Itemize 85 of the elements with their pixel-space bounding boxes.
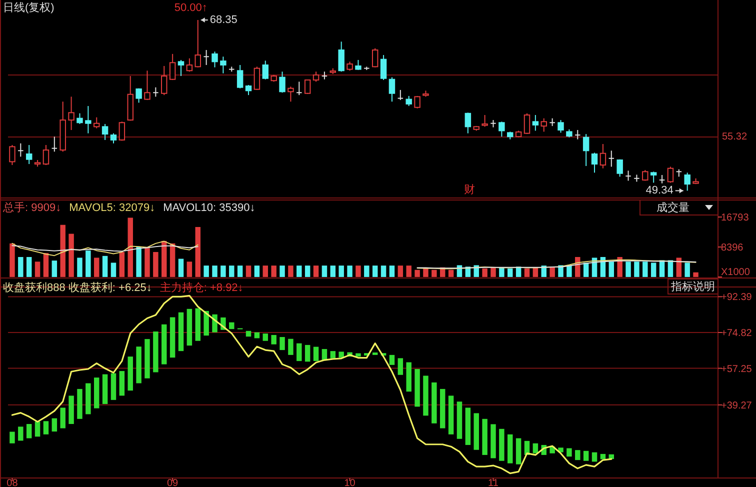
y-tick-label: +74.82 — [721, 328, 752, 339]
bar — [432, 382, 437, 424]
bar — [508, 434, 513, 464]
bar — [398, 358, 404, 375]
bar — [448, 396, 454, 434]
bar — [195, 308, 200, 341]
bar — [144, 339, 150, 378]
bar — [94, 378, 100, 408]
bar — [52, 418, 58, 432]
bar — [18, 426, 24, 441]
y-tick-label: +39.27 — [721, 400, 752, 412]
annotation: MAVOL5: 32079↓ — [69, 202, 156, 214]
bar — [330, 351, 336, 358]
bar — [499, 428, 504, 461]
bar — [423, 376, 428, 416]
ref-line-label: 55.32 — [722, 132, 748, 143]
bar — [482, 418, 488, 455]
bar — [204, 310, 209, 336]
bar — [313, 346, 319, 362]
bar — [34, 422, 40, 437]
annotation: 主力持仓: +8.92↓ — [160, 281, 244, 294]
annotation: 成交量 — [656, 201, 690, 214]
bar — [178, 312, 184, 352]
y-tick-label: 8396 — [721, 242, 744, 254]
bar — [60, 408, 66, 428]
annotation: 指标说明 — [670, 281, 715, 293]
y-tick-label: X1000 — [721, 267, 750, 278]
bar — [186, 308, 192, 346]
bar — [170, 317, 176, 358]
bar — [43, 421, 49, 434]
bar — [119, 371, 125, 396]
bar — [566, 448, 572, 457]
bar — [322, 349, 328, 360]
bar — [532, 443, 538, 454]
bar — [77, 388, 82, 419]
bar — [465, 408, 471, 445]
bar — [271, 334, 276, 344]
y-tick-label: +57.25 — [721, 364, 752, 375]
bar — [440, 388, 446, 428]
bar — [162, 324, 167, 364]
bar — [86, 383, 91, 414]
bar — [406, 362, 412, 392]
bar — [288, 338, 294, 355]
bar — [389, 354, 395, 365]
bar — [110, 373, 116, 400]
bar — [474, 413, 479, 450]
bar — [356, 353, 361, 357]
annotation: 财 — [464, 183, 475, 196]
x-tick-label: 08 — [6, 478, 18, 487]
bar — [136, 346, 142, 384]
bar — [304, 344, 310, 362]
bar — [128, 356, 133, 391]
bar — [246, 330, 252, 337]
bar — [338, 352, 344, 358]
bar — [296, 343, 302, 362]
annotation: 68.35 — [210, 14, 238, 26]
bar — [414, 368, 420, 407]
bar — [262, 334, 268, 341]
x-tick-label: 10 — [344, 478, 356, 487]
y-tick-label: 16793 — [721, 212, 750, 224]
bar — [68, 396, 74, 424]
bar — [26, 424, 32, 438]
line-series — [11, 294, 612, 474]
y-tick-label: +92.39 — [721, 292, 752, 304]
x-tick-label: 11 — [488, 478, 499, 487]
bar — [592, 452, 598, 462]
bar — [153, 332, 158, 372]
bar — [600, 454, 606, 460]
chart-title: 日线(复权) — [3, 1, 54, 14]
text: 50.00↑ — [174, 2, 208, 14]
x-tick-label: 09 — [167, 478, 179, 487]
bar — [490, 424, 496, 458]
bar — [372, 352, 378, 355]
annotation: 49.34 — [646, 184, 674, 197]
bar — [280, 337, 285, 350]
bar — [575, 450, 580, 460]
annotation: 收盘获利888 收盘获利: +6.25↓ — [3, 281, 152, 294]
bar — [229, 322, 234, 330]
bar — [102, 374, 108, 404]
bar — [516, 438, 522, 464]
bar — [456, 402, 462, 439]
bar — [10, 432, 15, 444]
annotation: MAVOL10: 35390↓ — [163, 202, 256, 214]
annotation: 总手: 9909↓ — [2, 201, 62, 214]
bar — [583, 450, 589, 461]
